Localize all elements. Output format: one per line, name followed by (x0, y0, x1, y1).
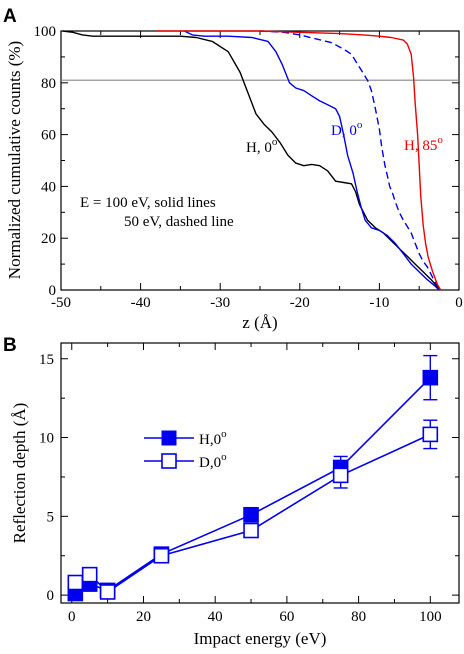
legend-label-h0-name: H,0 (199, 432, 221, 448)
chart-b-ytick-label: 5 (47, 509, 55, 525)
chart-b-ticks: 0 20 40 60 80 100 0 5 10 15 (39, 343, 459, 625)
chart-b-series (67, 354, 439, 602)
data-point-d0 (67, 574, 84, 591)
chart-a-xtick-label: -50 (51, 295, 71, 311)
chart-b-xtick-label: 0 (68, 609, 76, 625)
series-label-h0-sup: o (272, 136, 278, 148)
data-point-d0 (99, 584, 116, 600)
chart-b-frame (60, 342, 460, 604)
chart-a-frame (60, 30, 460, 291)
series-label-h85-sup: o (437, 134, 443, 146)
chart-b-xtick-label: 80 (351, 609, 366, 625)
chart-a-xtick-label: -20 (290, 295, 310, 311)
legend-label-d0: D,0o (199, 451, 227, 471)
legend-label-d0-name: D,0 (199, 455, 221, 471)
series-label-d0: D, 0o (331, 119, 363, 139)
chart-a-xtick-label: -40 (131, 295, 151, 311)
chart-a: -50 -40 -30 -20 -10 0 0 20 40 60 80 100 z (Å) Norma… (5, 24, 463, 332)
series-label-d0-name: D, 0 (331, 123, 357, 139)
chart-a-ytick-label: 0 (49, 283, 57, 299)
legend-label-h0-sup: o (221, 428, 227, 440)
chart-b-ytick-label: 0 (47, 588, 55, 604)
chart-b-ytick-label: 10 (39, 431, 54, 447)
legend-marker-d0 (161, 453, 177, 469)
series-d-0deg-50ev (259, 30, 443, 291)
energy-annotation-2: 50 eV, dashed line (124, 214, 234, 230)
chart-a-xtick-label: -30 (210, 295, 230, 311)
chart-b-xtick-label: 60 (279, 609, 294, 625)
energy-annotation-1: E = 100 eV, solid lines (80, 195, 216, 211)
data-point-d0 (81, 566, 98, 583)
legend-label-d0-sup: o (221, 451, 227, 463)
data-point-d0 (422, 426, 439, 443)
series-d-0deg-100ev (184, 30, 440, 291)
chart-b-legend: H,0o D,0o (144, 428, 227, 471)
panel-letter-b: B (3, 335, 17, 356)
chart-b-xtick-label: 40 (208, 609, 223, 625)
chart-a-ytick-label: 60 (41, 128, 56, 144)
data-point-d0 (153, 547, 170, 564)
series-label-h0: H, 0o (246, 136, 278, 156)
series-label-h0-name: H, 0 (246, 140, 272, 156)
chart-a-xlabel: z (Å) (242, 313, 277, 332)
chart-b-xlabel: Impact energy (eV) (194, 629, 327, 648)
series-line-h0 (74, 377, 431, 595)
series-label-h85: H, 85o (404, 134, 443, 154)
chart-a-xtick-label: -10 (369, 295, 389, 311)
chart-a-series (62, 30, 443, 291)
data-point-d0 (243, 522, 259, 539)
chart-a-ytick-label: 40 (41, 179, 56, 195)
series-label-d0-sup: o (357, 119, 363, 131)
chart-a-ytick-label: 20 (41, 231, 56, 247)
data-point-d0 (332, 467, 349, 484)
series-h-0deg-100ev (62, 30, 440, 291)
chart-a-ytick-label: 100 (34, 24, 57, 40)
panel-letter-a: A (3, 6, 17, 27)
data-point-h0 (422, 369, 439, 386)
data-point-h0 (243, 506, 259, 523)
series-label-h85-name: H, 85 (404, 138, 437, 154)
series-h-85deg-100ev (156, 30, 442, 291)
legend-marker-h0 (161, 430, 177, 446)
chart-a-xtick-label: 0 (455, 295, 463, 311)
chart-b-xtick-label: 100 (419, 609, 442, 625)
chart-b-ytick-label: 15 (39, 352, 54, 368)
chart-a-ytick-label: 80 (41, 76, 56, 92)
chart-a-ticks: -50 -40 -30 -20 -10 0 0 20 40 60 80 100 (34, 24, 463, 311)
chart-b-xtick-label: 20 (136, 609, 151, 625)
chart-b-ylabel: Reflection depth (Å) (10, 403, 29, 544)
chart-a-ylabel: Normalized cumulative counts (%) (5, 41, 24, 279)
legend-label-h0: H,0o (199, 428, 227, 448)
